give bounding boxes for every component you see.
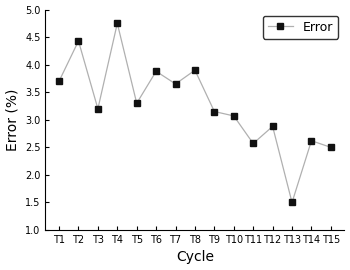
Error: [271, 125, 275, 128]
Error: [57, 80, 61, 83]
Error: [329, 146, 333, 149]
X-axis label: Cycle: Cycle: [176, 251, 214, 264]
Error: [309, 139, 314, 142]
Error: [154, 70, 158, 73]
Error: [76, 39, 80, 43]
Error: [251, 142, 255, 145]
Y-axis label: Error (%): Error (%): [6, 89, 20, 151]
Error: [290, 201, 294, 204]
Error: [232, 114, 236, 117]
Error: [193, 69, 197, 72]
Legend: Error: Error: [263, 16, 338, 39]
Line: Error: Error: [56, 21, 334, 205]
Error: [96, 107, 100, 110]
Error: [212, 110, 216, 113]
Error: [135, 102, 139, 105]
Error: [115, 22, 119, 25]
Error: [174, 82, 178, 86]
